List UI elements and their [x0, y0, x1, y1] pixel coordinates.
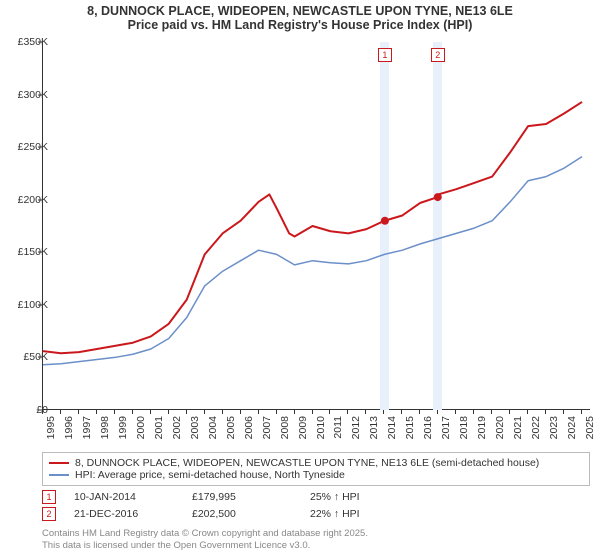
x-tick-label: 2013	[368, 416, 380, 439]
x-tick-label: 2024	[566, 416, 578, 439]
marker-flag: 2	[431, 48, 445, 62]
x-tick-label: 2007	[261, 416, 273, 439]
x-tick-label: 2021	[512, 416, 524, 439]
x-tick-label: 2003	[189, 416, 201, 439]
series-line	[43, 157, 582, 365]
x-tick-label: 2009	[297, 416, 309, 439]
title-line-2: Price paid vs. HM Land Registry's House …	[0, 18, 600, 32]
legend-label-2: HPI: Average price, semi-detached house,…	[75, 469, 345, 481]
x-tick-label: 1997	[81, 416, 93, 439]
transaction-row-flag: 1	[42, 490, 56, 504]
transaction-row: 2 21-DEC-2016 £202,500 22% ↑ HPI	[42, 507, 400, 521]
x-tick-label: 1996	[63, 416, 75, 439]
x-tick-label: 2023	[548, 416, 560, 439]
legend-box: 8, DUNNOCK PLACE, WIDEOPEN, NEWCASTLE UP…	[42, 452, 590, 486]
chart-title: 8, DUNNOCK PLACE, WIDEOPEN, NEWCASTLE UP…	[0, 0, 600, 34]
transaction-hpi-delta: 22% ↑ HPI	[310, 508, 400, 520]
x-tick-label: 2000	[135, 416, 147, 439]
transaction-price: £179,995	[192, 491, 282, 503]
x-tick-label: 2019	[476, 416, 488, 439]
x-tick-label: 2004	[207, 416, 219, 439]
legend-swatch-1	[49, 462, 69, 464]
x-tick-label: 2012	[350, 416, 362, 439]
x-tick-label: 2016	[422, 416, 434, 439]
x-tick-label: 2017	[440, 416, 452, 439]
legend-label-1: 8, DUNNOCK PLACE, WIDEOPEN, NEWCASTLE UP…	[75, 457, 539, 469]
chart-svg	[43, 42, 591, 410]
x-tick-label: 2014	[386, 416, 398, 439]
plot-area: 12	[42, 42, 590, 410]
transaction-date: 10-JAN-2014	[74, 491, 164, 503]
x-tick-label: 2025	[584, 416, 596, 439]
x-tick-label: 2006	[243, 416, 255, 439]
chart-container: 8, DUNNOCK PLACE, WIDEOPEN, NEWCASTLE UP…	[0, 0, 600, 560]
x-tick-label: 2018	[458, 416, 470, 439]
x-tick-label: 2002	[171, 416, 183, 439]
x-tick-label: 2022	[530, 416, 542, 439]
x-tick-label: 1999	[117, 416, 129, 439]
legend-swatch-2	[49, 474, 69, 476]
series-line	[43, 102, 582, 353]
transaction-row-flag: 2	[42, 507, 56, 521]
x-tick-label: 2015	[404, 416, 416, 439]
transaction-point	[434, 193, 442, 201]
footer-line-1: Contains HM Land Registry data © Crown c…	[42, 528, 368, 540]
footer-line-2: This data is licensed under the Open Gov…	[42, 540, 368, 552]
transaction-point	[381, 217, 389, 225]
footer-attribution: Contains HM Land Registry data © Crown c…	[42, 528, 368, 552]
legend-item-1: 8, DUNNOCK PLACE, WIDEOPEN, NEWCASTLE UP…	[49, 457, 583, 469]
x-tick-label: 1995	[45, 416, 57, 439]
x-tick-label: 2008	[279, 416, 291, 439]
x-tick-label: 2001	[153, 416, 165, 439]
transaction-price: £202,500	[192, 508, 282, 520]
legend-item-2: HPI: Average price, semi-detached house,…	[49, 469, 583, 481]
x-tick-label: 2005	[225, 416, 237, 439]
transaction-hpi-delta: 25% ↑ HPI	[310, 491, 400, 503]
x-tick-label: 2011	[332, 416, 344, 439]
transaction-date: 21-DEC-2016	[74, 508, 164, 520]
transaction-rows: 1 10-JAN-2014 £179,995 25% ↑ HPI 2 21-DEC-201…	[42, 490, 400, 524]
transaction-row: 1 10-JAN-2014 £179,995 25% ↑ HPI	[42, 490, 400, 504]
x-tick-label: 1998	[99, 416, 111, 439]
marker-flag: 1	[378, 48, 392, 62]
x-tick-label: 2020	[494, 416, 506, 439]
x-tick-label: 2010	[315, 416, 327, 439]
title-line-1: 8, DUNNOCK PLACE, WIDEOPEN, NEWCASTLE UP…	[0, 4, 600, 18]
